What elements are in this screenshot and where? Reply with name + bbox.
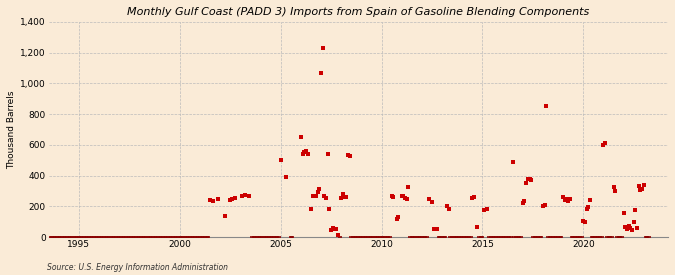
Y-axis label: Thousand Barrels: Thousand Barrels xyxy=(7,90,16,169)
Title: Monthly Gulf Coast (PADD 3) Imports from Spain of Gasoline Blending Components: Monthly Gulf Coast (PADD 3) Imports from… xyxy=(127,7,589,17)
Text: Source: U.S. Energy Information Administration: Source: U.S. Energy Information Administ… xyxy=(47,263,228,272)
